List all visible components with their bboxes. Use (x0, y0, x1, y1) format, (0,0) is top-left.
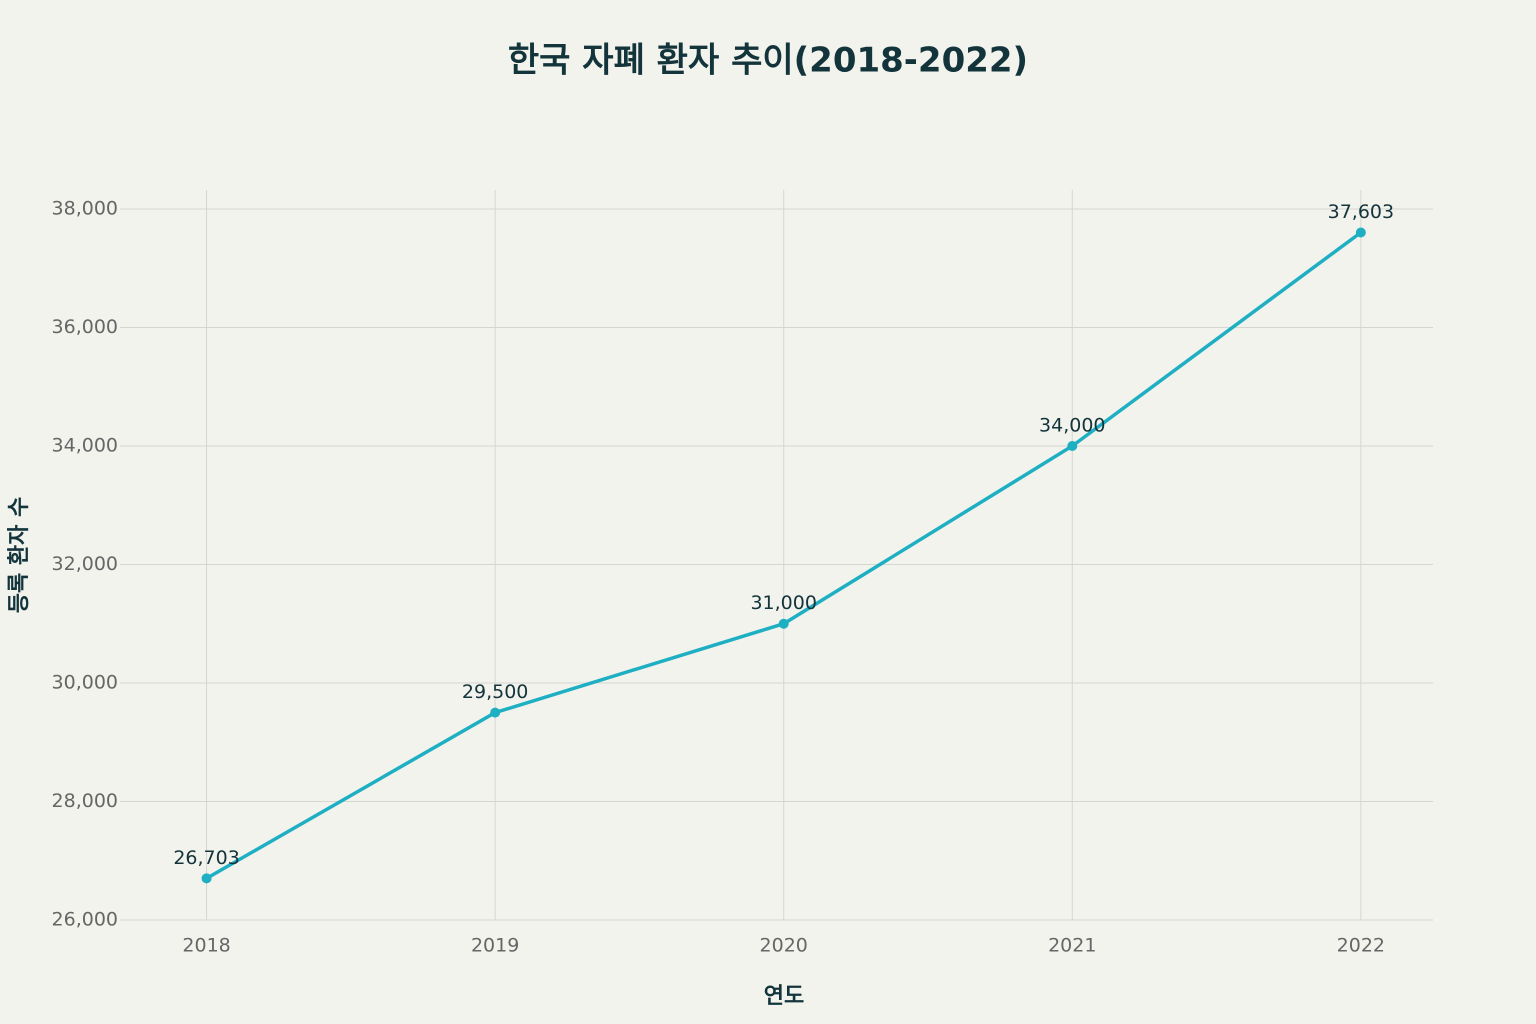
y-tick-label: 28,000 (52, 790, 118, 812)
data-label: 34,000 (1039, 414, 1105, 436)
x-tick-label: 2019 (471, 935, 519, 957)
x-tick-label: 2021 (1048, 935, 1096, 957)
x-tick-label: 2018 (182, 935, 230, 957)
x-tick-label: 2022 (1337, 935, 1385, 957)
data-label: 31,000 (750, 592, 816, 614)
x-tick-label: 2020 (760, 935, 808, 957)
y-axis-label: 등록 환자 수 (7, 497, 32, 614)
data-label: 26,703 (173, 847, 239, 869)
data-point (490, 707, 501, 718)
data-label: 29,500 (462, 681, 528, 703)
data-point (201, 873, 212, 884)
y-tick-label: 38,000 (52, 197, 118, 219)
y-tick-label: 36,000 (52, 316, 118, 338)
y-tick-label: 34,000 (52, 434, 118, 456)
y-tick-label: 30,000 (52, 671, 118, 693)
chart-title: 한국 자폐 환자 추이(2018-2022) (508, 41, 1028, 81)
y-tick-label: 26,000 (52, 909, 118, 931)
x-axis-label: 연도 (764, 984, 804, 1009)
data-label: 37,603 (1328, 201, 1394, 223)
data-point (1355, 227, 1366, 238)
y-tick-label: 32,000 (52, 553, 118, 575)
data-point (1067, 440, 1078, 451)
data-point (778, 618, 789, 629)
